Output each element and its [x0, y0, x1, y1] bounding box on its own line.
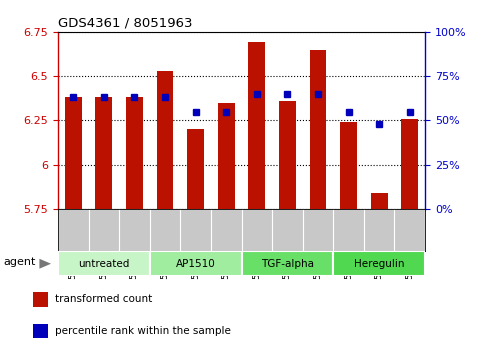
Bar	[33, 324, 48, 338]
Bar	[310, 50, 327, 209]
Bar	[248, 42, 265, 209]
Text: agent: agent	[3, 257, 35, 268]
Bar	[150, 251, 242, 276]
Bar	[218, 103, 235, 209]
Bar	[156, 71, 173, 209]
Bar	[401, 119, 418, 209]
Bar	[58, 251, 150, 276]
Bar	[371, 193, 387, 209]
Text: AP1510: AP1510	[176, 259, 215, 269]
Bar	[65, 97, 82, 209]
Text: GDS4361 / 8051963: GDS4361 / 8051963	[58, 16, 192, 29]
Text: TGF-alpha: TGF-alpha	[261, 259, 314, 269]
Bar	[340, 122, 357, 209]
Bar	[33, 292, 48, 307]
Polygon shape	[40, 259, 51, 269]
Bar	[126, 97, 143, 209]
Bar	[187, 129, 204, 209]
Text: percentile rank within the sample: percentile rank within the sample	[55, 326, 230, 336]
Bar	[242, 251, 333, 276]
Bar	[279, 101, 296, 209]
Text: Heregulin: Heregulin	[354, 259, 404, 269]
Bar	[333, 251, 425, 276]
Bar	[96, 97, 112, 209]
Text: untreated: untreated	[78, 259, 129, 269]
Text: transformed count: transformed count	[55, 295, 152, 304]
